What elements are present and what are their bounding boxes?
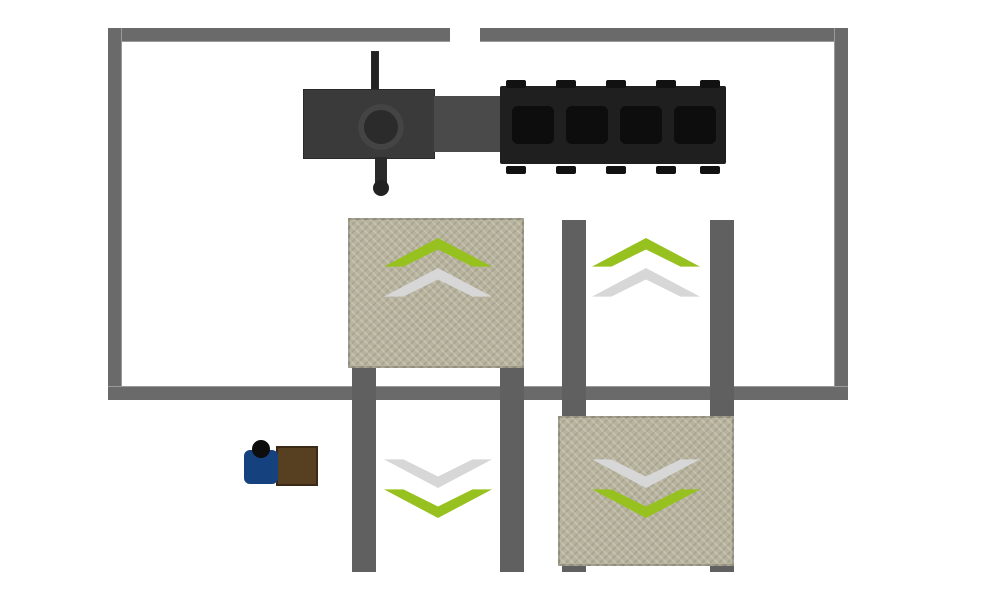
arrow-up-icon <box>592 238 700 290</box>
arrow-up-icon <box>592 268 700 320</box>
arrow-down-icon <box>384 466 492 518</box>
machine-top-view <box>300 58 730 188</box>
arrow-up-icon <box>384 238 492 290</box>
operator-icon <box>242 436 322 496</box>
arrow-up-icon <box>384 268 492 320</box>
diagram-stage <box>0 0 1000 600</box>
arrow-down-icon <box>592 466 700 518</box>
arrow-down-icon <box>384 436 492 488</box>
arrow-down-icon <box>592 436 700 488</box>
